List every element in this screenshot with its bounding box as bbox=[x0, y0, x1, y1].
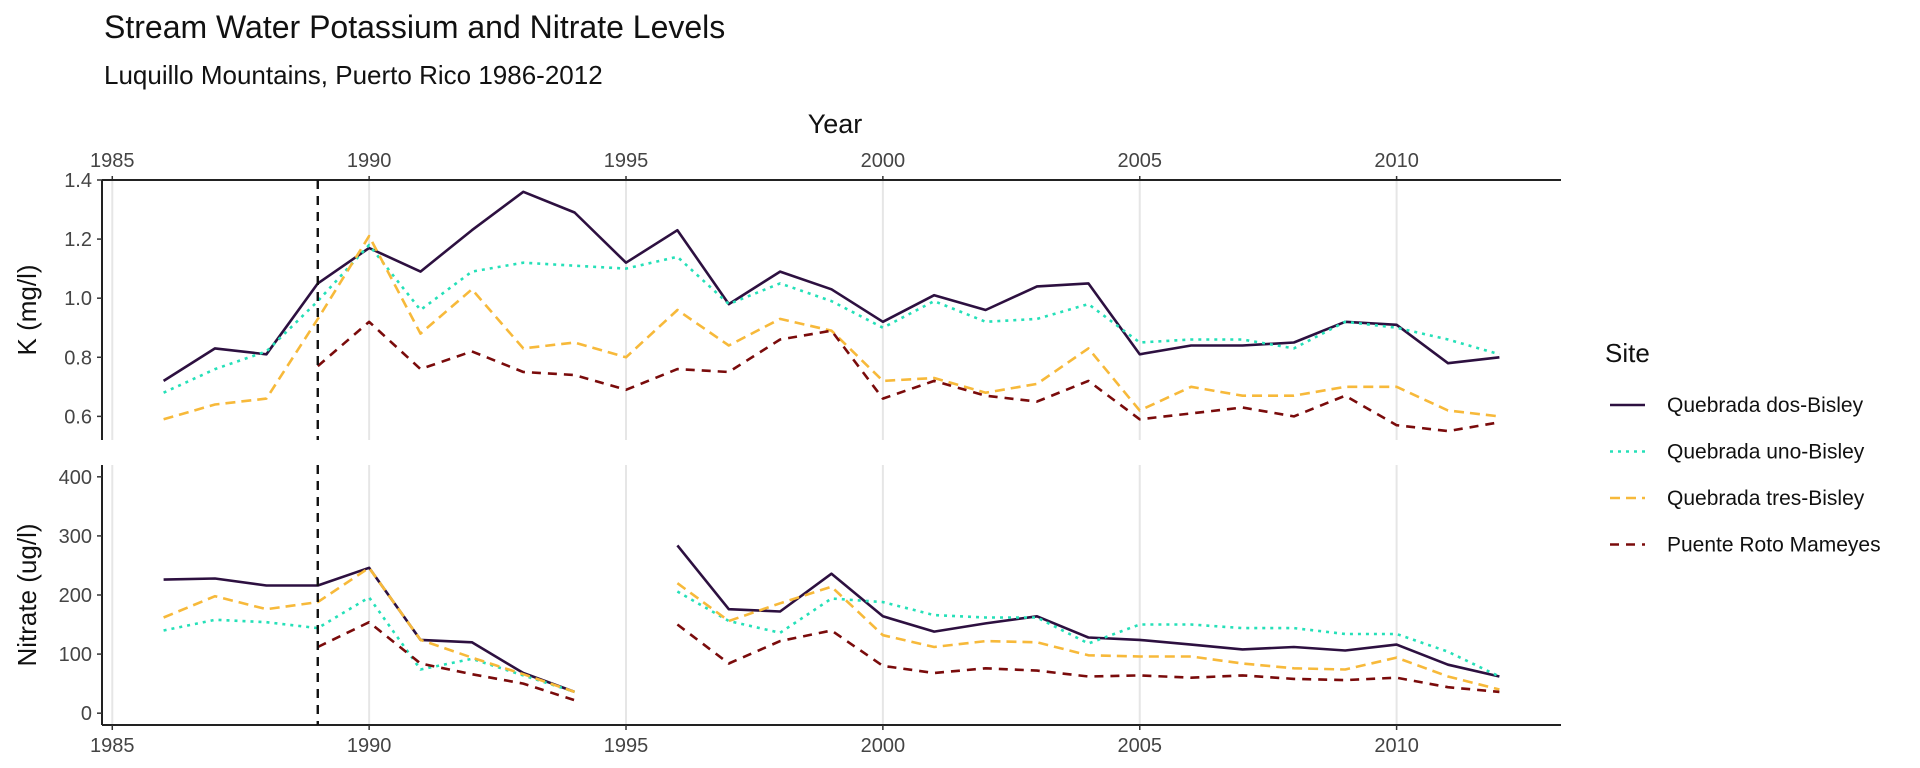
y-tick-label: 0 bbox=[81, 703, 92, 725]
series-line-puente-roto-mameyes bbox=[317, 620, 576, 702]
chart-title: Stream Water Potassium and Nitrate Level… bbox=[104, 9, 725, 45]
series-quebrada-dos-bisley bbox=[163, 544, 1500, 694]
x-tick-label-top: 1990 bbox=[347, 150, 392, 172]
series-line-quebrada-uno-bisley bbox=[163, 243, 1500, 394]
legend-label: Quebrada dos-Bisley bbox=[1667, 394, 1864, 417]
series-puente-roto-mameyes bbox=[317, 620, 1500, 702]
legend-item: Quebrada tres-Bisley bbox=[1610, 487, 1865, 510]
x-axis-title: Year bbox=[808, 109, 863, 139]
series-puente-roto-mameyes bbox=[316, 320, 1500, 433]
x-tick-label-top: 2005 bbox=[1117, 150, 1162, 172]
x-tick-label-top: 2010 bbox=[1374, 150, 1419, 172]
series-line-puente-roto-mameyes bbox=[316, 320, 1500, 433]
y-tick-label: 0.8 bbox=[64, 347, 92, 369]
series-quebrada-uno-bisley bbox=[163, 243, 1500, 394]
y-tick-label: 300 bbox=[59, 526, 92, 548]
y-axis-title: Nitrate (ug/l) bbox=[12, 523, 42, 666]
y-tick-label: 1.0 bbox=[64, 288, 92, 310]
series-line-quebrada-uno-bisley bbox=[676, 590, 1500, 678]
x-tick-label-bottom: 1990 bbox=[347, 735, 392, 757]
chart-panels: 1985 1990 1995 2000 2005 20100.60.81.01.21.4K… bbox=[12, 150, 1561, 757]
legend-title: Site bbox=[1605, 338, 1650, 368]
y-tick-label: 400 bbox=[59, 467, 92, 489]
series-quebrada-tres-bisley bbox=[163, 234, 1500, 421]
x-tick-label-top: 1995 bbox=[604, 150, 649, 172]
x-axis-top: 1985 1990 1995 2000 2005 2010 bbox=[90, 150, 1419, 180]
legend-label: Quebrada tres-Bisley bbox=[1667, 487, 1865, 510]
series-line-quebrada-tres-bisley bbox=[163, 234, 1500, 421]
x-tick-label-bottom: 1995 bbox=[604, 735, 649, 757]
gridlines bbox=[111, 465, 1398, 725]
y-tick-label: 200 bbox=[59, 585, 92, 607]
panel-1: 0.6 0.8 1.0 1.2 1.4 K (mg/l) bbox=[12, 170, 1561, 440]
x-axis-bottom: 1985 1990 1995 2000 2005 2010 bbox=[90, 725, 1419, 757]
y-tick-label: 100 bbox=[59, 644, 92, 666]
legend-item: Quebrada uno-Bisley bbox=[1610, 441, 1865, 464]
series-line-quebrada-tres-bisley bbox=[163, 566, 576, 694]
x-tick-label-top: 1985 bbox=[90, 150, 135, 172]
legend-item: Quebrada dos-Bisley bbox=[1610, 394, 1864, 417]
panel-2: 0 100 200 300 400 Nitrate (ug/l) 1985 1990 1995 2… bbox=[12, 465, 1561, 757]
y-tick-label: 1.4 bbox=[64, 170, 92, 192]
legend-label: Quebrada uno-Bisley bbox=[1667, 441, 1865, 464]
x-tick-label-bottom: 2000 bbox=[861, 735, 906, 757]
y-axis: 0.6 0.8 1.0 1.2 1.4 K (mg/l) bbox=[12, 170, 103, 440]
chart-subtitle: Luquillo Mountains, Puerto Rico 1986-201… bbox=[104, 60, 603, 90]
gridlines bbox=[111, 180, 1398, 440]
series-quebrada-uno-bisley bbox=[163, 590, 1500, 694]
x-tick-label-top: 2000 bbox=[861, 150, 906, 172]
x-tick-label-bottom: 1985 bbox=[90, 735, 135, 757]
series-line-quebrada-tres-bisley bbox=[676, 582, 1500, 691]
series-line-quebrada-dos-bisley bbox=[163, 566, 576, 694]
series-line-quebrada-dos-bisley bbox=[162, 190, 1500, 382]
y-tick-label: 0.6 bbox=[64, 406, 92, 428]
y-axis: 0 100 200 300 400 Nitrate (ug/l) bbox=[12, 465, 103, 725]
y-axis-title: K (mg/l) bbox=[12, 265, 42, 356]
x-tick-label-bottom: 2005 bbox=[1117, 735, 1162, 757]
x-tick-label-bottom: 2010 bbox=[1374, 735, 1419, 757]
legend: Quebrada dos-Bisley Quebrada uno-Bisley Qu… bbox=[1610, 394, 1881, 557]
y-tick-label: 1.2 bbox=[64, 229, 92, 251]
series-quebrada-tres-bisley bbox=[163, 566, 1500, 694]
legend-item: Puente Roto Mameyes bbox=[1610, 534, 1881, 557]
series-quebrada-dos-bisley bbox=[162, 190, 1500, 382]
legend-label: Puente Roto Mameyes bbox=[1667, 534, 1881, 557]
series-line-quebrada-dos-bisley bbox=[676, 544, 1500, 678]
